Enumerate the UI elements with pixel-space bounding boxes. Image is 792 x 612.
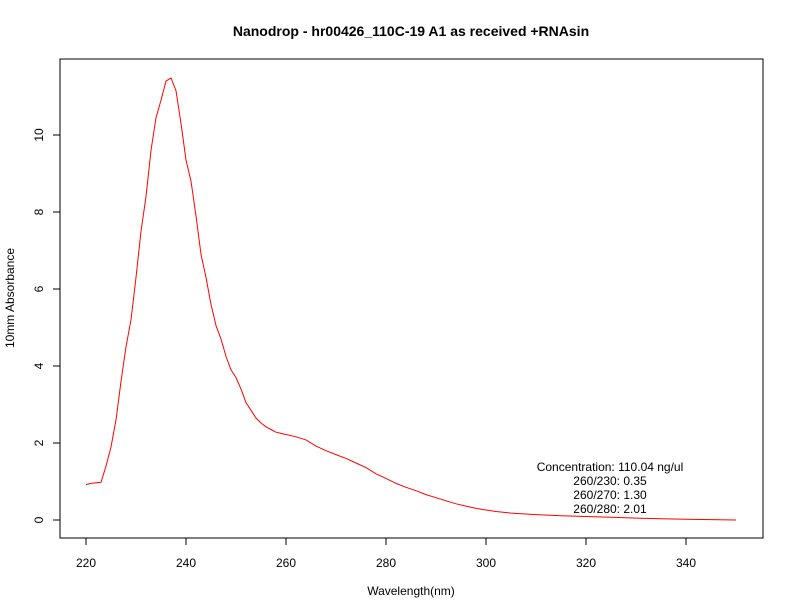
x-tick-label: 340 xyxy=(676,556,696,570)
annotation-ratio-260-280: 260/280: 2.01 xyxy=(573,502,647,516)
y-tick-label: 4 xyxy=(32,362,46,369)
series-line-0 xyxy=(85,77,737,521)
annotation-concentration: Concentration: 110.04 ng/ul xyxy=(537,460,684,474)
x-axis-label: Wavelength(nm) xyxy=(367,584,455,598)
x-tick-label: 220 xyxy=(76,556,96,570)
x-axis: 220 240 260 280 300 320 340 xyxy=(76,537,696,570)
series-layer xyxy=(85,77,737,521)
annotation-ratio-260-230: 260/230: 0.35 xyxy=(573,474,647,488)
annotation-ratio-260-270: 260/270: 1.30 xyxy=(573,488,647,502)
x-tick-label: 260 xyxy=(276,556,296,570)
chart-title: Nanodrop - hr00426_110C-19 A1 as receive… xyxy=(233,23,589,39)
x-tick-label: 320 xyxy=(576,556,596,570)
x-tick-label: 280 xyxy=(376,556,396,570)
y-tick-label: 10 xyxy=(32,128,46,142)
x-tick-label: 300 xyxy=(476,556,496,570)
y-tick-label: 8 xyxy=(32,208,46,215)
annotation-box: Concentration: 110.04 ng/ul 260/230: 0.3… xyxy=(537,460,684,516)
y-axis-label: 10mm Absorbance xyxy=(3,248,17,348)
x-tick-label: 240 xyxy=(176,556,196,570)
y-tick-label: 6 xyxy=(32,285,46,292)
y-tick-label: 0 xyxy=(32,516,46,523)
y-tick-label: 2 xyxy=(32,439,46,446)
y-axis: 0 2 4 6 8 10 xyxy=(32,128,61,523)
